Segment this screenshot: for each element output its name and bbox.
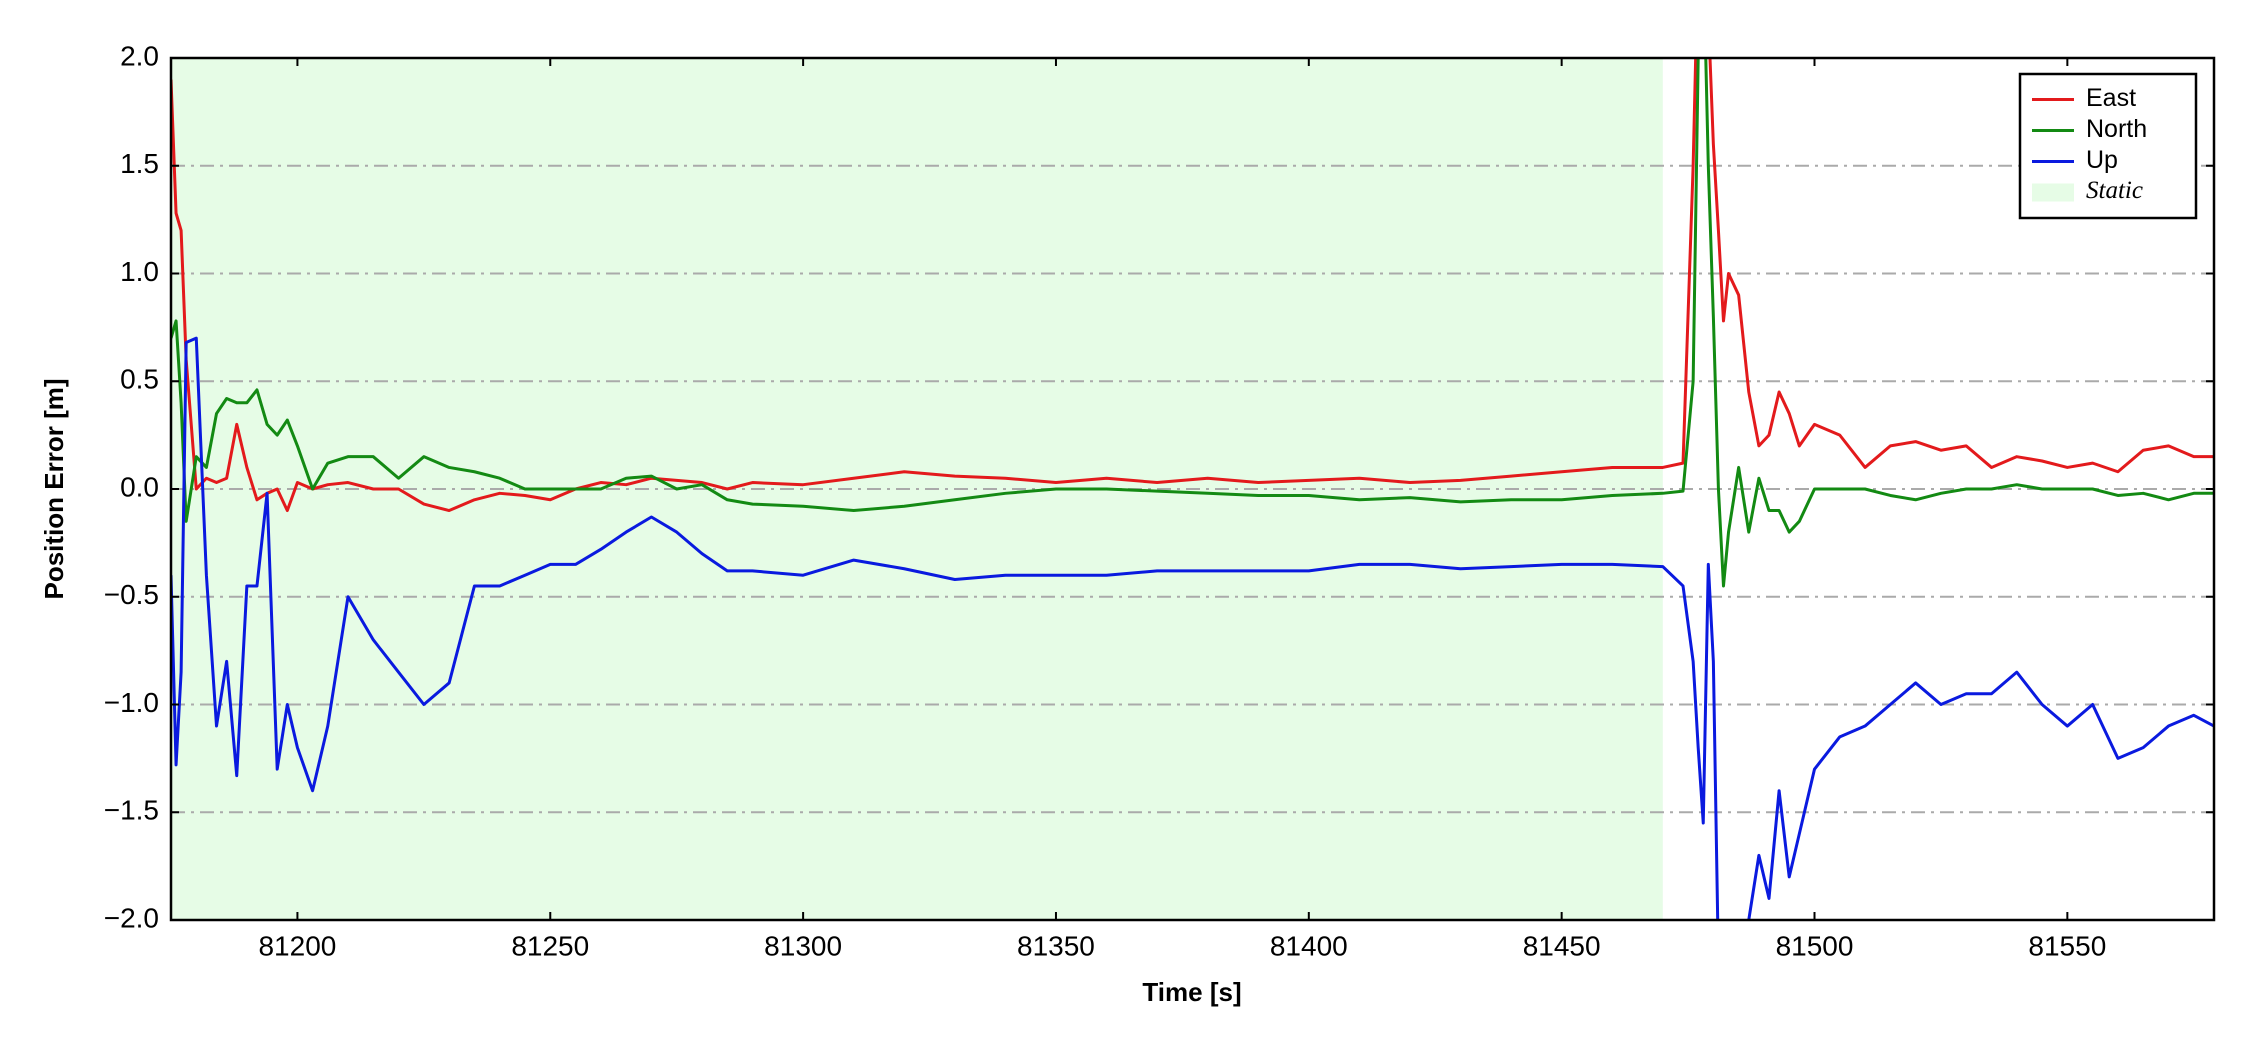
y-tick-label: −0.5 [104, 579, 159, 610]
legend-swatch [2032, 183, 2074, 202]
series-line [171, 58, 2214, 588]
x-tick-label: 81550 [2028, 930, 2106, 961]
x-tick-label: 81400 [1270, 930, 1348, 961]
y-tick-label: 0.0 [120, 471, 159, 502]
lines [171, 58, 2214, 920]
y-tick-label: −1.5 [104, 795, 159, 826]
series-line [171, 58, 2214, 513]
x-tick-label: 81200 [258, 930, 336, 961]
x-axis-label: Time [s] [1142, 977, 1241, 1007]
legend-label: Up [2086, 146, 2118, 174]
series-line [171, 336, 2214, 920]
ticks: −2.0 −1.5 −1.0 −0.5 0.0 0.5 1.0 1.5 2.0 81200 8125… [104, 40, 2214, 961]
y-tick-label: −2.0 [104, 902, 159, 933]
x-tick-label: 81450 [1523, 930, 1601, 961]
legend-label: Static [2086, 177, 2143, 204]
y-tick-label: 1.5 [120, 148, 159, 179]
y-tick-label: 1.0 [120, 256, 159, 287]
x-tick-label: 81350 [1017, 930, 1095, 961]
x-tick-label: 81250 [511, 930, 589, 961]
x-tick-label: 81500 [1776, 930, 1854, 961]
legend-label: North [2086, 115, 2147, 143]
legend: East North Up Static [2018, 72, 2198, 220]
y-axis-label: Position Error [m] [39, 378, 69, 599]
y-tick-label: 2.0 [120, 40, 159, 71]
legend-label: East [2086, 84, 2136, 112]
x-tick-label: 81300 [764, 930, 842, 961]
y-tick-label: −1.0 [104, 687, 159, 718]
y-tick-label: 0.5 [120, 364, 159, 395]
